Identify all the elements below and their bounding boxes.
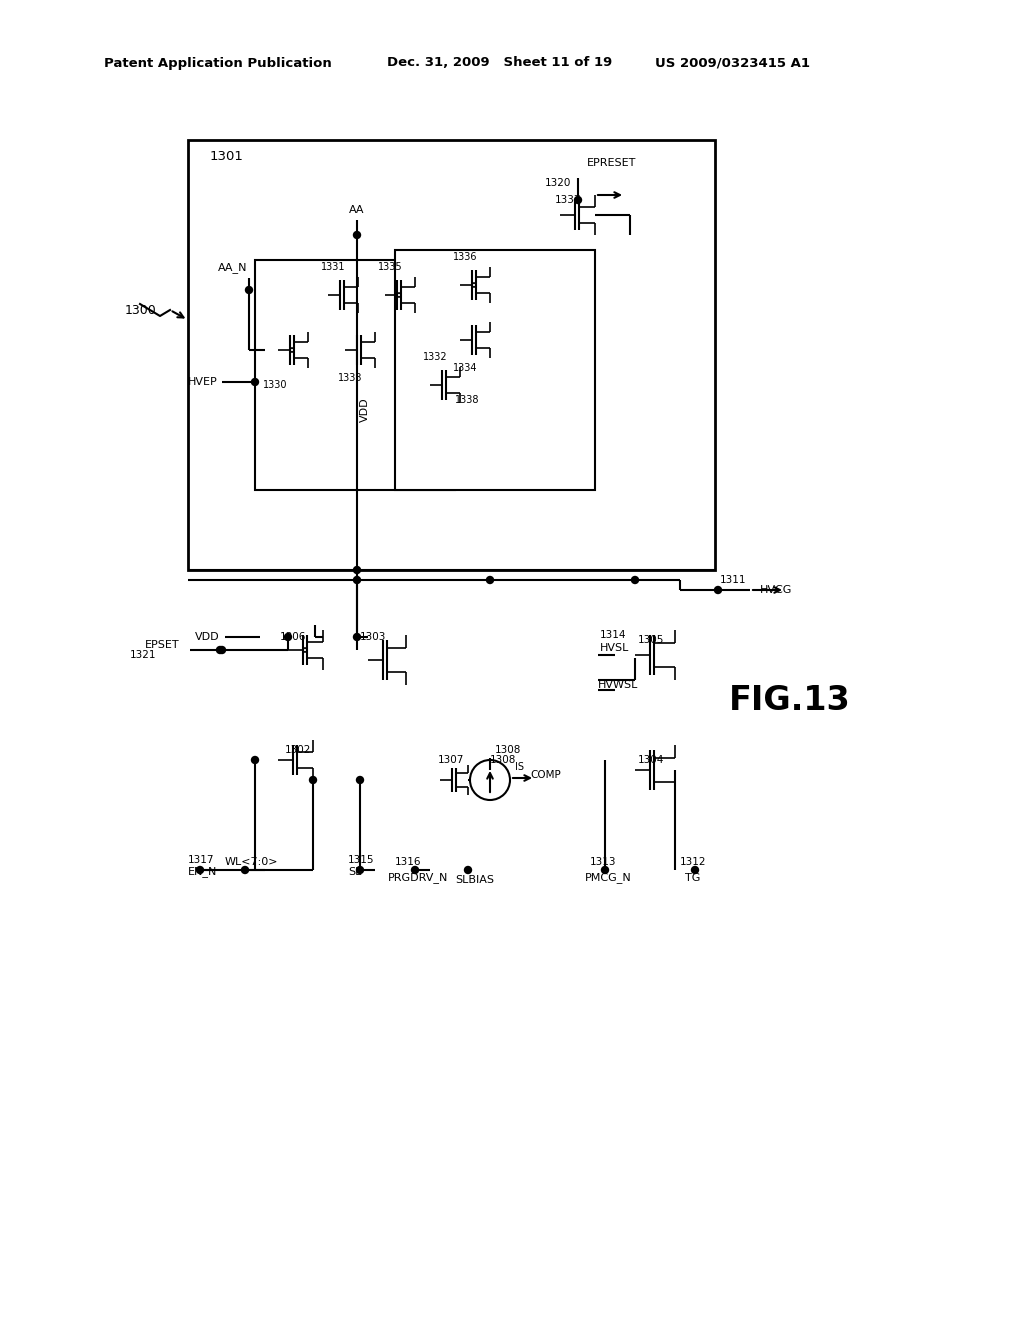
Text: PRGDRV_N: PRGDRV_N <box>388 873 449 883</box>
Text: COMP: COMP <box>530 770 561 780</box>
Text: TG: TG <box>685 873 700 883</box>
Circle shape <box>252 379 258 385</box>
Circle shape <box>309 776 316 784</box>
Circle shape <box>242 866 249 874</box>
Circle shape <box>252 756 258 763</box>
Circle shape <box>197 866 204 874</box>
Text: 1335: 1335 <box>378 261 402 272</box>
Text: VDD: VDD <box>360 397 370 422</box>
Text: 1314: 1314 <box>600 630 627 640</box>
Text: 1316: 1316 <box>395 857 422 867</box>
Text: HVEP: HVEP <box>188 378 218 387</box>
Text: 1321: 1321 <box>130 649 157 660</box>
Circle shape <box>353 566 360 573</box>
Circle shape <box>632 577 639 583</box>
Text: 1333: 1333 <box>338 374 362 383</box>
Circle shape <box>356 776 364 784</box>
Circle shape <box>246 286 253 293</box>
Text: 1312: 1312 <box>680 857 707 867</box>
Text: 1334: 1334 <box>453 363 477 374</box>
Text: 1308: 1308 <box>490 755 516 766</box>
Text: 1308: 1308 <box>495 744 521 755</box>
Bar <box>395 249 595 490</box>
Text: US 2009/0323415 A1: US 2009/0323415 A1 <box>655 57 810 70</box>
Bar <box>188 140 715 570</box>
Text: 1320: 1320 <box>545 178 571 187</box>
Text: 1305: 1305 <box>638 635 665 645</box>
Text: AA_N: AA_N <box>218 263 248 273</box>
Circle shape <box>601 866 608 874</box>
Circle shape <box>691 866 698 874</box>
Text: 1331: 1331 <box>321 261 345 272</box>
Text: 1311: 1311 <box>720 576 746 585</box>
Circle shape <box>356 866 364 874</box>
Text: SL: SL <box>348 867 361 876</box>
Text: HVSL: HVSL <box>600 643 630 653</box>
Circle shape <box>218 647 225 653</box>
Text: 1315: 1315 <box>348 855 375 865</box>
Text: 1304: 1304 <box>638 755 665 766</box>
Text: HVWSL: HVWSL <box>598 680 638 690</box>
Text: FIG.13: FIG.13 <box>729 684 851 717</box>
Circle shape <box>715 586 722 594</box>
Text: WL<7:0>: WL<7:0> <box>225 857 279 867</box>
Circle shape <box>285 634 292 640</box>
Text: 1300: 1300 <box>125 304 157 317</box>
Text: EPSET: EPSET <box>145 640 179 649</box>
Text: AA: AA <box>349 205 365 215</box>
Text: EPRESET: EPRESET <box>587 158 636 168</box>
Text: 1332: 1332 <box>423 352 447 362</box>
Text: 1313: 1313 <box>590 857 616 867</box>
Circle shape <box>486 577 494 583</box>
Text: 1336: 1336 <box>453 252 477 261</box>
Text: 1303: 1303 <box>360 632 386 642</box>
Circle shape <box>412 866 419 874</box>
Text: 1301: 1301 <box>210 150 244 164</box>
Text: 1302: 1302 <box>285 744 311 755</box>
Text: 1337: 1337 <box>555 195 582 205</box>
Text: Patent Application Publication: Patent Application Publication <box>104 57 332 70</box>
Circle shape <box>353 577 360 583</box>
Text: 1306: 1306 <box>280 632 306 642</box>
Bar <box>255 260 455 490</box>
Text: EN_N: EN_N <box>188 866 217 878</box>
Text: HVCG: HVCG <box>760 585 793 595</box>
Circle shape <box>465 866 471 874</box>
Text: 1330: 1330 <box>263 380 288 389</box>
Text: PMCG_N: PMCG_N <box>585 873 632 883</box>
Circle shape <box>574 197 582 203</box>
Circle shape <box>353 634 360 640</box>
Text: SLBIAS: SLBIAS <box>455 875 494 884</box>
Text: VDD: VDD <box>196 632 220 642</box>
Text: 1307: 1307 <box>438 755 464 766</box>
Text: Dec. 31, 2009   Sheet 11 of 19: Dec. 31, 2009 Sheet 11 of 19 <box>387 57 612 70</box>
Circle shape <box>353 231 360 239</box>
Text: 1338: 1338 <box>455 395 479 405</box>
Circle shape <box>216 647 223 653</box>
Text: IS: IS <box>515 762 524 772</box>
Text: 1317: 1317 <box>188 855 214 865</box>
